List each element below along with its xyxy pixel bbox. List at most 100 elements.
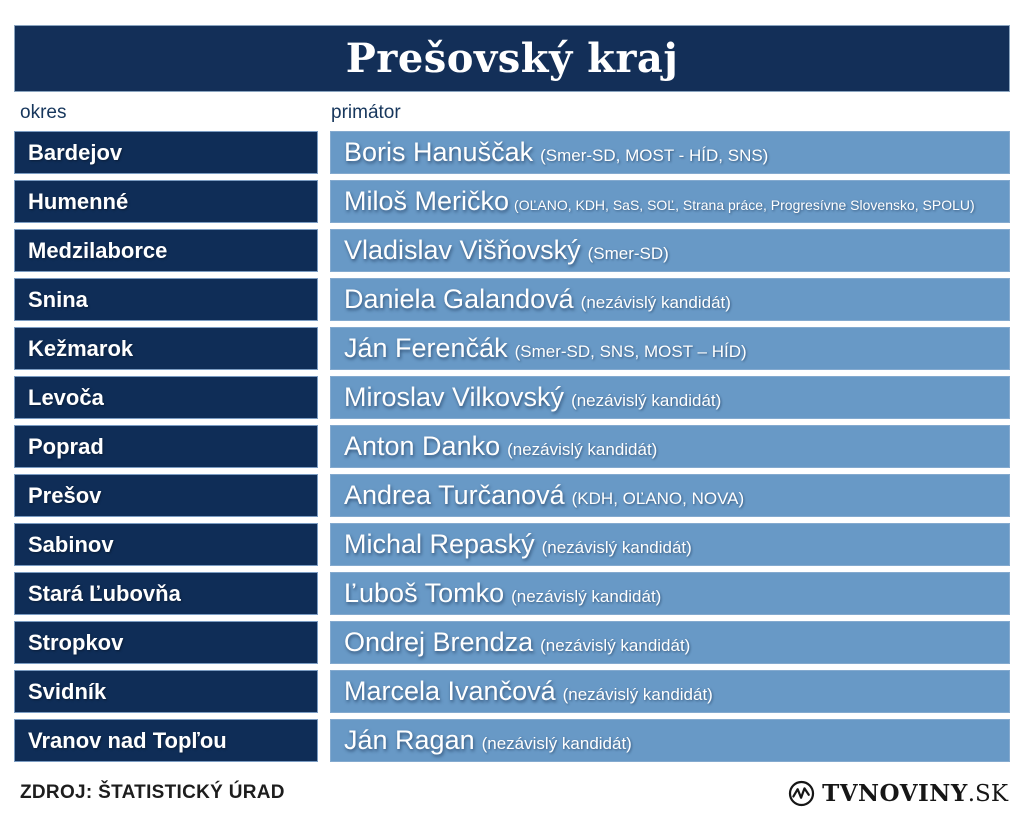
brand-tld: .SK <box>967 780 1008 807</box>
district-cell: Bardejov <box>14 131 318 174</box>
mayor-cell: Daniela Galandová (nezávislý kandidát) <box>330 278 1010 321</box>
mayor-name: Miloš Meričko <box>344 186 510 216</box>
mayor-name: Andrea Turčanová <box>344 480 565 510</box>
district-name: Sabinov <box>28 531 114 557</box>
mayor-cell: Boris Hanuščak (Smer-SD, MOST - HÍD, SNS) <box>330 131 1010 174</box>
district-cell: Medzilaborce <box>14 229 318 272</box>
mayor-line: Ján Ragan (nezávislý kandidát) <box>344 725 632 756</box>
mayor-name: Miroslav Vilkovský <box>344 382 565 412</box>
district-name: Poprad <box>28 433 104 459</box>
table-row: Poprad Anton Danko (nezávislý kandidát) <box>14 425 1010 468</box>
source-label: ZDROJ: ŠTATISTICKÝ ÚRAD <box>20 782 285 803</box>
mayor-cell: Ondrej Brendza (nezávislý kandidát) <box>330 621 1010 664</box>
district-cell: Snina <box>14 278 318 321</box>
mayor-cell: Andrea Turčanová (KDH, OĽANO, NOVA) <box>330 474 1010 517</box>
mayor-line: Ľuboš Tomko (nezávislý kandidát) <box>344 578 661 609</box>
tvnoviny-logo-icon <box>788 780 815 806</box>
district-cell: Sabinov <box>14 523 318 566</box>
district-name: Stropkov <box>28 629 124 655</box>
table-row: Stará Ľubovňa Ľuboš Tomko (nezávislý kand… <box>14 572 1010 615</box>
mayor-cell: Marcela Ivančová (nezávislý kandidát) <box>330 670 1010 713</box>
table-row: Kežmarok Ján Ferenčák (Smer-SD, SNS, MOST… <box>14 327 1010 370</box>
mayor-name: Daniela Galandová <box>344 284 574 314</box>
district-cell: Stropkov <box>14 621 318 664</box>
mayor-cell: Ján Ferenčák (Smer-SD, SNS, MOST – HÍD) <box>330 327 1010 370</box>
brand-text: TVNOVINY.SK <box>822 780 1008 807</box>
district-name: Kežmarok <box>28 335 134 361</box>
mayor-name: Boris Hanuščak <box>344 137 534 167</box>
page-title-bar: Prešovský kraj <box>14 25 1010 92</box>
mayor-line: Ondrej Brendza (nezávislý kandidát) <box>344 627 690 658</box>
district-cell: Prešov <box>14 474 318 517</box>
column-headers: okres primátor <box>14 102 1010 124</box>
results-table: Bardejov Boris Hanuščak (Smer-SD, MOST - … <box>14 131 1010 762</box>
table-row: Svidník Marcela Ivančová (nezávislý kandi… <box>14 670 1010 713</box>
district-cell: Svidník <box>14 670 318 713</box>
mayor-cell: Michal Repaský (nezávislý kandidát) <box>330 523 1010 566</box>
district-cell: Poprad <box>14 425 318 468</box>
mayor-line: Miroslav Vilkovský (nezávislý kandidát) <box>344 382 721 413</box>
mayor-party: (nezávislý kandidát) <box>580 293 731 312</box>
table-row: Stropkov Ondrej Brendza (nezávislý kandid… <box>14 621 1010 664</box>
table-row: Vranov nad Topľou Ján Ragan (nezávislý ka… <box>14 719 1010 762</box>
mayor-cell: Anton Danko (nezávislý kandidát) <box>330 425 1010 468</box>
mayor-party: (KDH, OĽANO, NOVA) <box>571 489 745 508</box>
mayor-party: (nezávislý kandidát) <box>511 587 662 606</box>
mayor-party: (nezávislý kandidát) <box>507 440 658 459</box>
footer: ZDROJ: ŠTATISTICKÝ ÚRAD TVNOVINY.SK <box>14 777 1010 809</box>
table-row: Prešov Andrea Turčanová (KDH, OĽANO, NOVA… <box>14 474 1010 517</box>
mayor-name: Vladislav Višňovský <box>344 235 581 265</box>
district-name: Stará Ľubovňa <box>28 580 181 606</box>
mayor-name: Ondrej Brendza <box>344 627 534 657</box>
district-cell: Humenné <box>14 180 318 223</box>
mayor-cell: Vladislav Višňovský (Smer-SD) <box>330 229 1010 272</box>
tvnoviny-brand: TVNOVINY.SK <box>787 779 1008 808</box>
mayor-line: Boris Hanuščak (Smer-SD, MOST - HÍD, SNS) <box>344 137 768 168</box>
mayor-party: (Smer-SD, MOST - HÍD, SNS) <box>540 146 769 165</box>
table-row: Sabinov Michal Repaský (nezávislý kandidá… <box>14 523 1010 566</box>
mayor-name: Ján Ferenčák <box>344 333 508 363</box>
mayor-name: Anton Danko <box>344 431 501 461</box>
mayor-line: Ján Ferenčák (Smer-SD, SNS, MOST – HÍD) <box>344 333 747 364</box>
mayor-line: Daniela Galandová (nezávislý kandidát) <box>344 284 731 315</box>
mayor-party: (nezávislý kandidát) <box>571 391 722 410</box>
mayor-cell: Miroslav Vilkovský (nezávislý kandidát) <box>330 376 1010 419</box>
district-cell: Stará Ľubovňa <box>14 572 318 615</box>
mayor-party: (Smer-SD) <box>587 244 669 263</box>
mayor-line: Marcela Ivančová (nezávislý kandidát) <box>344 676 713 707</box>
mayor-line: Anton Danko (nezávislý kandidát) <box>344 431 657 462</box>
mayor-name: Ľuboš Tomko <box>344 578 505 608</box>
district-name: Bardejov <box>28 139 123 165</box>
table-row: Bardejov Boris Hanuščak (Smer-SD, MOST - … <box>14 131 1010 174</box>
mayor-party: (nezávislý kandidát) <box>541 538 692 557</box>
district-cell: Kežmarok <box>14 327 318 370</box>
mayor-line: Andrea Turčanová (KDH, OĽANO, NOVA) <box>344 480 744 511</box>
mayor-cell: Ľuboš Tomko (nezávislý kandidát) <box>330 572 1010 615</box>
district-name: Humenné <box>28 188 129 214</box>
mayor-party: (nezávislý kandidát) <box>540 636 691 655</box>
infographic: Prešovský kraj okres primátor Bardejov B… <box>14 25 1010 809</box>
column-header-okres: okres <box>20 102 67 123</box>
mayor-cell: Ján Ragan (nezávislý kandidát) <box>330 719 1010 762</box>
mayor-line: Michal Repaský (nezávislý kandidát) <box>344 529 692 560</box>
column-header-primator: primátor <box>331 102 401 123</box>
brand-name: TVNOVINY <box>822 779 968 807</box>
mayor-name: Michal Repaský <box>344 529 535 559</box>
district-name: Prešov <box>28 482 102 508</box>
district-name: Vranov nad Topľou <box>28 727 227 753</box>
district-name: Levoča <box>28 384 104 410</box>
district-cell: Vranov nad Topľou <box>14 719 318 762</box>
mayor-name: Ján Ragan <box>344 725 475 755</box>
table-row: Humenné Miloš Meričko (OĽANO, KDH, SaS, S… <box>14 180 1010 223</box>
district-name: Snina <box>28 286 88 312</box>
table-row: Snina Daniela Galandová (nezávislý kandid… <box>14 278 1010 321</box>
mayor-party: (Smer-SD, SNS, MOST – HÍD) <box>514 342 747 361</box>
table-row: Levoča Miroslav Vilkovský (nezávislý kand… <box>14 376 1010 419</box>
page-title: Prešovský kraj <box>345 35 679 82</box>
mayor-party: (nezávislý kandidát) <box>562 685 713 704</box>
district-name: Medzilaborce <box>28 237 168 263</box>
mayor-line: Miloš Meričko (OĽANO, KDH, SaS, SOĽ, Stra… <box>344 186 975 217</box>
mayor-name: Marcela Ivančová <box>344 676 556 706</box>
mayor-line: Vladislav Višňovský (Smer-SD) <box>344 235 669 266</box>
district-cell: Levoča <box>14 376 318 419</box>
